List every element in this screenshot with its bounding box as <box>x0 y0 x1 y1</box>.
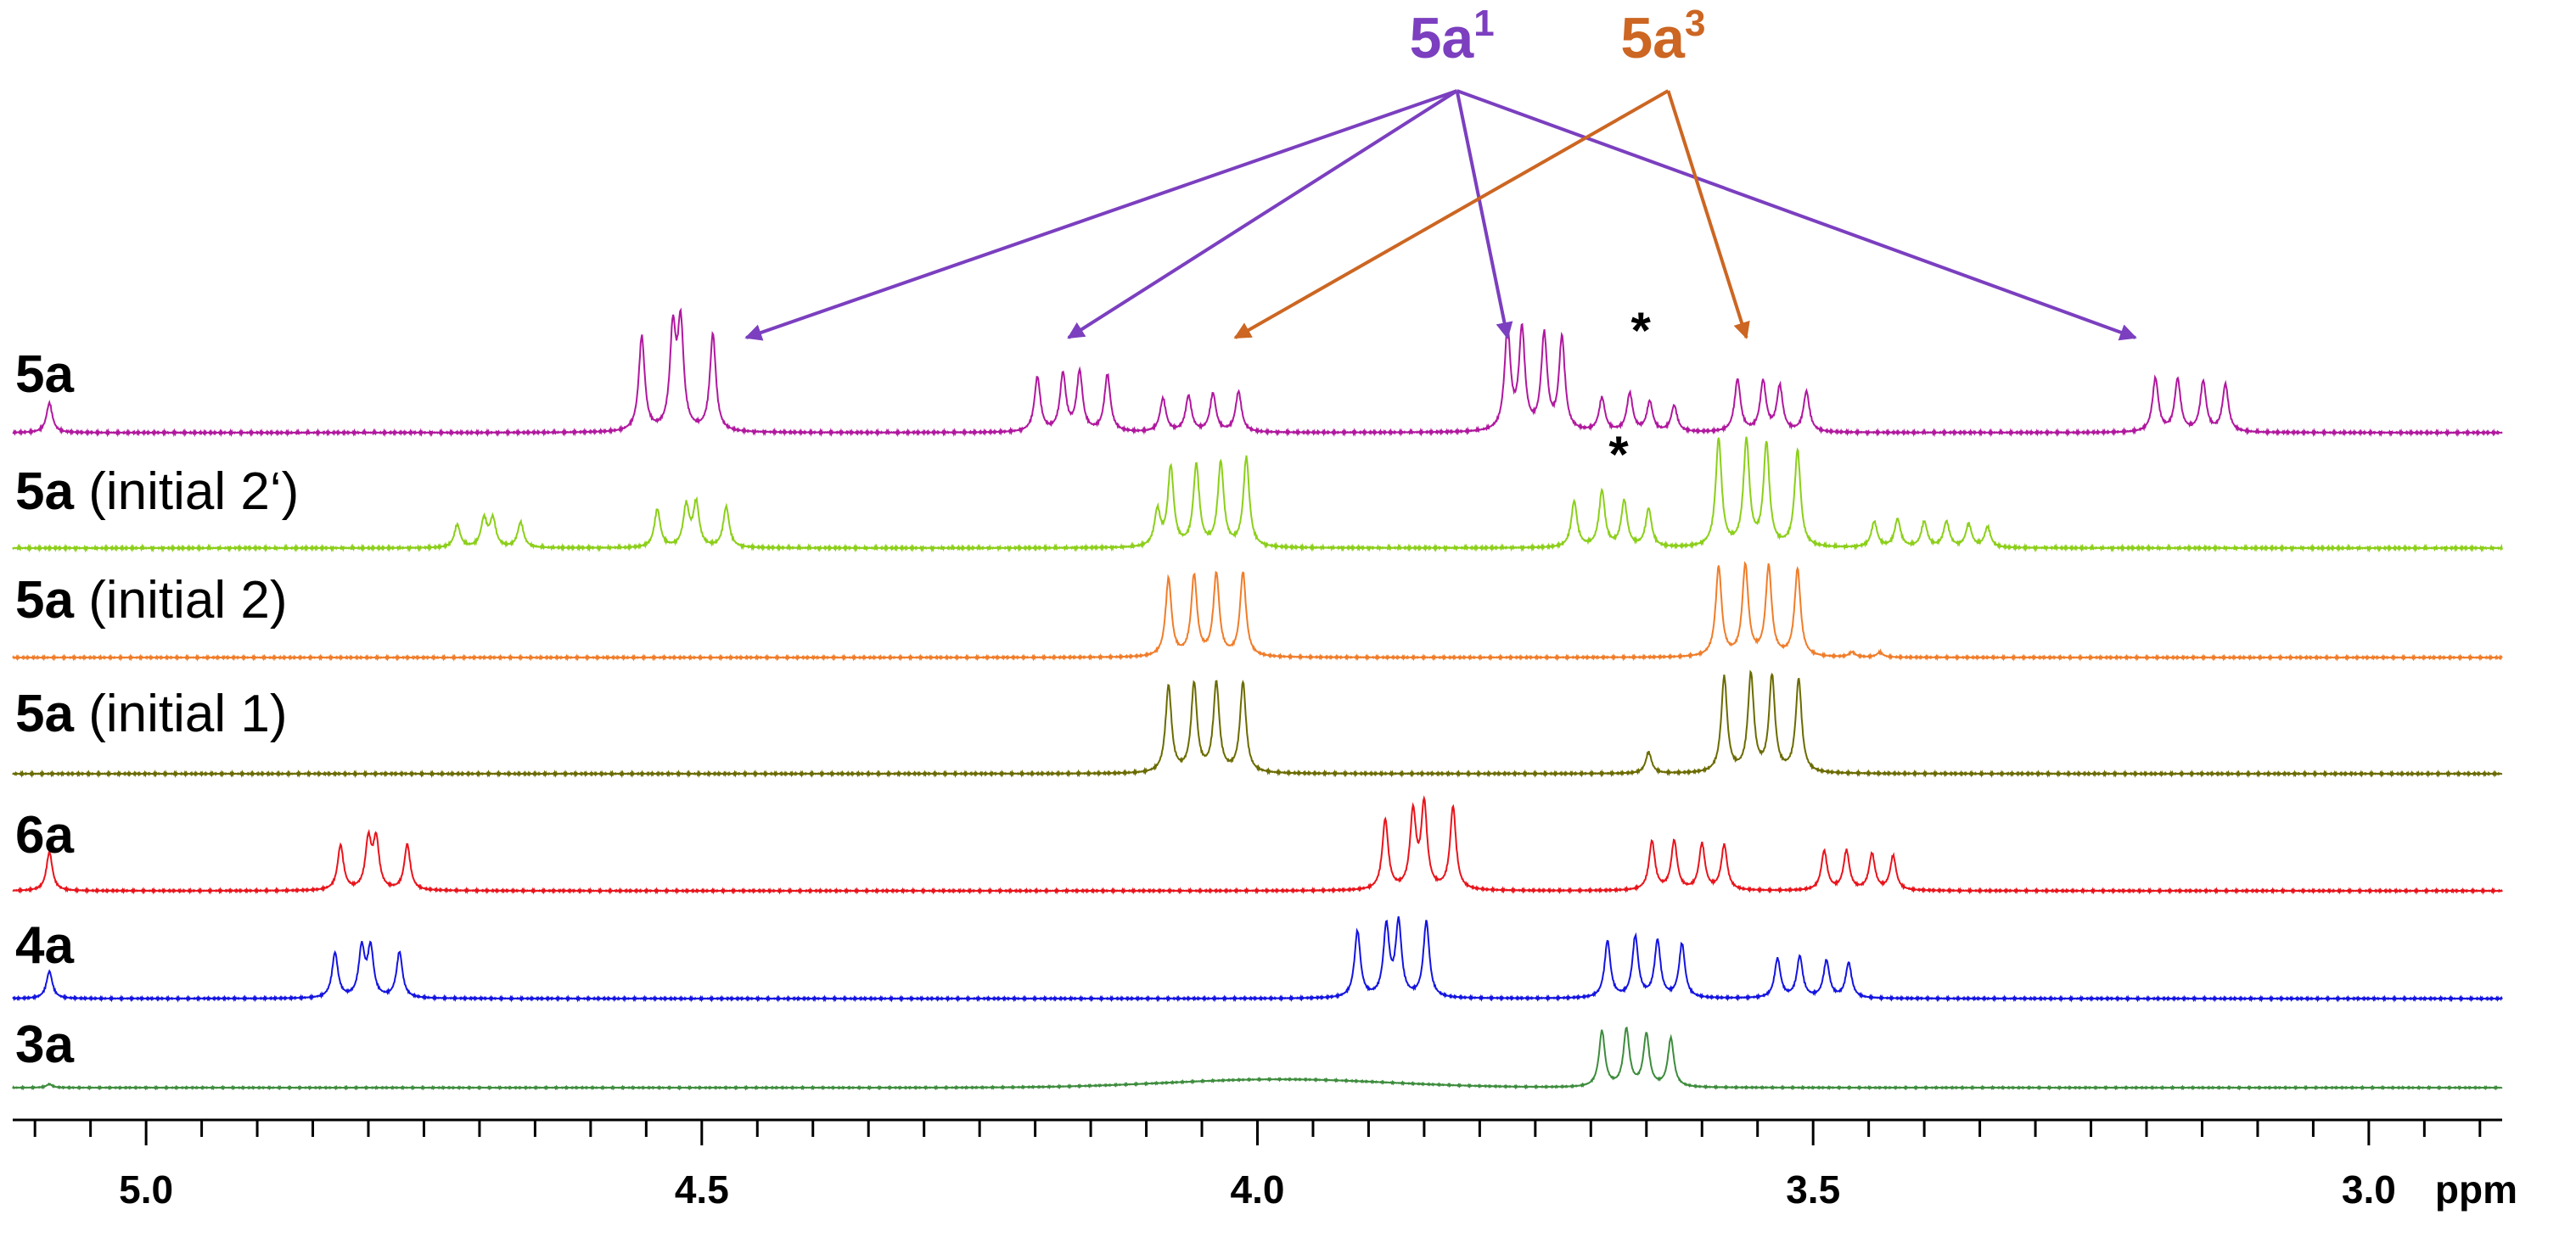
annotation-label-2: 5a3 <box>1620 3 1705 70</box>
spectrum-7 <box>12 1026 2503 1091</box>
series-label-bold: 5a <box>15 685 74 743</box>
spectrum-4 <box>12 669 2503 779</box>
x-axis-unit-label: ppm <box>2435 1167 2517 1212</box>
spectrum-line-4 <box>12 669 2503 779</box>
annotation-arrow-1-2 <box>1067 89 1458 339</box>
series-label-bold: 4a <box>15 916 74 975</box>
annotation-arrow-2-1 <box>1233 89 1670 339</box>
x-tick-label: 4.0 <box>1231 1167 1285 1212</box>
series-label-bold: 6a <box>15 806 74 865</box>
annotation-arrow-1-4 <box>1456 89 2137 341</box>
spectrum-5 <box>12 795 2503 895</box>
series-label-6: 4a <box>15 916 74 975</box>
spectra-group <box>12 307 2503 1091</box>
spectrum-line-2 <box>12 436 2503 553</box>
x-tick-label: 3.0 <box>2342 1167 2396 1212</box>
annotation-label-1: 5a1 <box>1410 3 1495 70</box>
spectrum-line-1 <box>12 307 2503 438</box>
series-label-7: 3a <box>15 1016 74 1074</box>
series-label-bold: 3a <box>15 1016 74 1074</box>
series-label-bold: 5a <box>15 571 74 630</box>
spectrum-line-5 <box>12 795 2503 895</box>
impurity-asterisk-1: * <box>1631 302 1652 359</box>
series-label-5: 6a <box>15 806 74 865</box>
series-label-2: 5a (initial 2‘) <box>15 462 299 521</box>
x-tick-label: 4.5 <box>675 1167 729 1212</box>
impurity-asterisk-2: * <box>1608 426 1629 483</box>
x-axis: 5.0 4.5 4.0 3.5 3.0 <box>13 1118 2502 1212</box>
series-label-bold: 5a <box>15 345 74 404</box>
spectrum-line-3 <box>12 561 2503 662</box>
x-tick-label: 3.5 <box>1786 1167 1840 1212</box>
spectrum-1 <box>12 307 2503 438</box>
annotations-group: 5a1 5a3 * * <box>744 3 2137 483</box>
annotation-arrow-1-1 <box>744 89 1458 341</box>
spectrum-line-7 <box>12 1026 2503 1091</box>
series-label-rest: (initial 2‘) <box>74 462 299 521</box>
series-label-rest: (initial 2) <box>74 571 288 630</box>
series-label-3: 5a (initial 2) <box>15 571 287 630</box>
spectrum-6 <box>12 916 2503 1003</box>
annotation-arrow-1-3 <box>1455 90 1513 339</box>
series-label-4: 5a (initial 1) <box>15 685 287 743</box>
series-label-rest: (initial 1) <box>74 685 288 743</box>
annotation-arrow-2-2 <box>1666 90 1750 339</box>
spectrum-line-6 <box>12 916 2503 1003</box>
x-tick-label: 5.0 <box>119 1167 173 1212</box>
series-label-bold: 5a <box>15 462 74 521</box>
series-label-1: 5a <box>15 345 74 404</box>
spectrum-3 <box>12 561 2503 662</box>
spectrum-2 <box>12 436 2503 553</box>
